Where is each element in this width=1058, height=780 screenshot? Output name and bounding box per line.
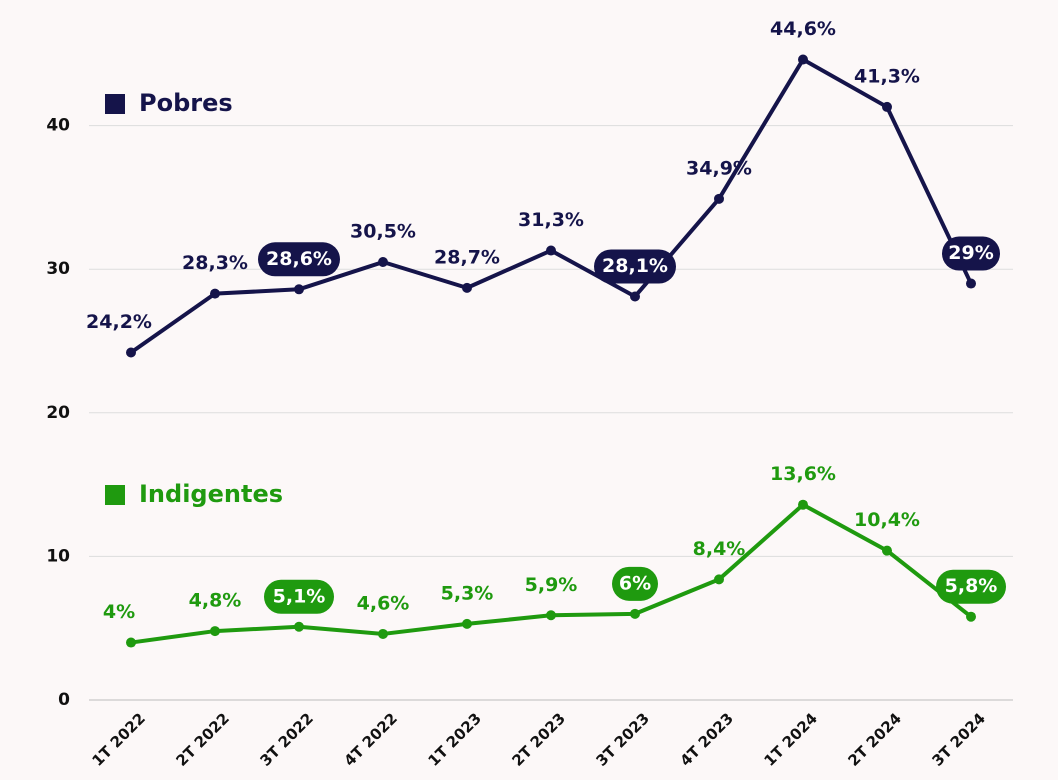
point <box>210 288 220 299</box>
label-box <box>936 569 1006 604</box>
label-box <box>612 566 658 601</box>
legend-label: Pobres <box>139 89 233 117</box>
point <box>378 628 388 639</box>
data-label: 24,2% <box>86 311 152 333</box>
point <box>798 54 808 65</box>
data-label: 28,7% <box>434 246 500 268</box>
point <box>126 637 136 648</box>
data-label: 5,8% <box>945 575 998 597</box>
point <box>126 347 136 358</box>
point <box>966 278 976 289</box>
y-tick-label: 30 <box>46 259 70 279</box>
point <box>714 193 724 204</box>
label-box <box>594 249 676 284</box>
data-label: 29% <box>948 242 993 264</box>
point <box>882 101 892 112</box>
label-box <box>264 579 334 614</box>
data-label: 28,3% <box>182 252 248 274</box>
data-label: 4,8% <box>189 590 242 612</box>
data-label: 13,6% <box>770 463 836 485</box>
data-label: 44,6% <box>770 18 836 40</box>
y-tick-label: 0 <box>58 690 70 710</box>
point <box>294 284 304 295</box>
point <box>630 608 640 619</box>
data-label: 6% <box>619 572 651 594</box>
legend-swatch <box>105 485 125 505</box>
point <box>546 610 556 621</box>
data-label: 28,6% <box>266 248 332 270</box>
legend-swatch <box>105 94 125 114</box>
data-label: 5,9% <box>525 574 578 596</box>
point <box>798 499 808 510</box>
data-label: 41,3% <box>854 65 920 87</box>
data-label: 4,6% <box>357 592 410 614</box>
data-label: 4% <box>103 601 135 623</box>
data-label: 5,3% <box>441 582 494 604</box>
point <box>714 574 724 585</box>
data-label: 8,4% <box>693 538 746 560</box>
data-label: 31,3% <box>518 209 584 231</box>
point <box>210 626 220 637</box>
y-tick-label: 10 <box>46 546 70 566</box>
label-box <box>258 242 340 277</box>
data-label: 10,4% <box>854 509 920 531</box>
point <box>378 257 388 268</box>
point <box>546 245 556 256</box>
point <box>462 618 472 629</box>
y-tick-label: 20 <box>46 403 70 423</box>
point <box>630 291 640 302</box>
data-label: 28,1% <box>602 255 668 277</box>
point <box>882 545 892 556</box>
label-box <box>942 236 1000 271</box>
point <box>294 621 304 632</box>
y-tick-label: 40 <box>46 116 70 136</box>
data-label: 34,9% <box>686 157 752 179</box>
data-label: 5,1% <box>273 585 326 607</box>
data-label: 30,5% <box>350 221 416 243</box>
point <box>462 282 472 293</box>
legend-label: Indigentes <box>139 480 283 508</box>
point <box>966 611 976 622</box>
